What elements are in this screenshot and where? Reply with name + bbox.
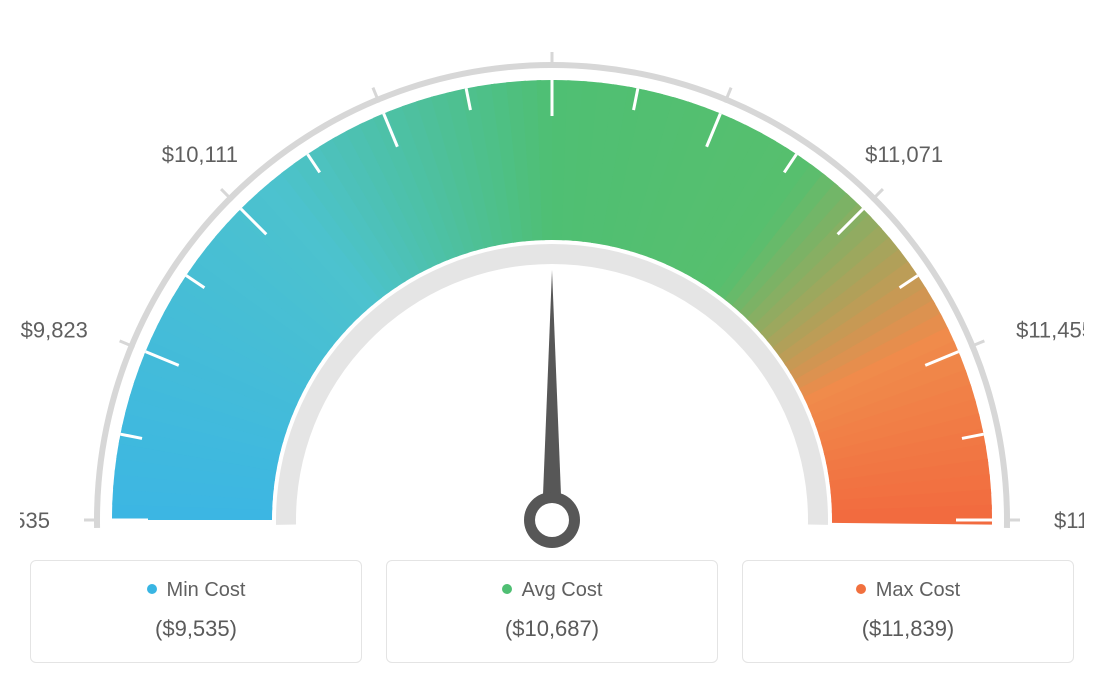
legend-value-avg: ($10,687) bbox=[397, 616, 707, 642]
gauge-area: $9,535 $9,823 $10,111 $10,687 $11,071 $11,455… bbox=[20, 20, 1084, 550]
svg-text:$9,823: $9,823 bbox=[21, 317, 88, 342]
legend-label-text: Min Cost bbox=[167, 579, 246, 601]
legend-label-avg: Avg Cost bbox=[397, 579, 707, 602]
svg-text:$11,839: $11,839 bbox=[1054, 508, 1084, 533]
legend-card-max: Max Cost ($11,839) bbox=[742, 560, 1074, 663]
legend-label-text: Avg Cost bbox=[522, 579, 603, 601]
svg-text:$10,687: $10,687 bbox=[512, 20, 592, 21]
legend-label-max: Max Cost bbox=[753, 579, 1063, 602]
legend-card-min: Min Cost ($9,535) bbox=[30, 560, 362, 663]
legend-label-text: Max Cost bbox=[876, 579, 960, 601]
svg-text:$11,455: $11,455 bbox=[1016, 317, 1084, 342]
dot-icon bbox=[147, 584, 157, 594]
legend-row: Min Cost ($9,535) Avg Cost ($10,687) Max… bbox=[20, 560, 1084, 663]
legend-card-avg: Avg Cost ($10,687) bbox=[386, 560, 718, 663]
gauge-svg: $9,535 $9,823 $10,111 $10,687 $11,071 $11,455… bbox=[20, 20, 1084, 550]
legend-value-min: ($9,535) bbox=[41, 616, 351, 642]
legend-label-min: Min Cost bbox=[41, 579, 351, 602]
svg-text:$11,071: $11,071 bbox=[865, 142, 943, 167]
dot-icon bbox=[856, 584, 866, 594]
svg-text:$10,111: $10,111 bbox=[162, 142, 238, 167]
cost-gauge-chart: $9,535 $9,823 $10,111 $10,687 $11,071 $11,455… bbox=[20, 20, 1084, 663]
legend-value-max: ($11,839) bbox=[753, 616, 1063, 642]
svg-text:$9,535: $9,535 bbox=[20, 508, 50, 533]
dot-icon bbox=[502, 584, 512, 594]
